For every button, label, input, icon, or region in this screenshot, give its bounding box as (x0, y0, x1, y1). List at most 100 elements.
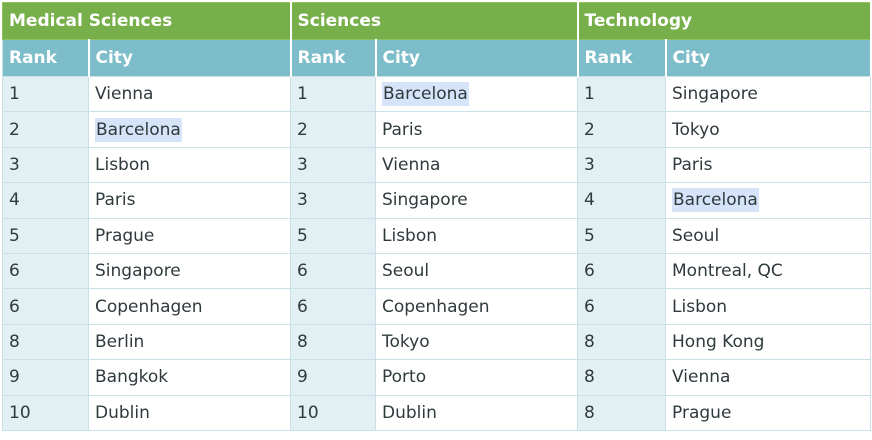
table-row: 10 Dublin 10 Dublin 8 Prague (2, 394, 872, 431)
rank-text: 5 (584, 225, 595, 246)
rank-text: 6 (297, 261, 308, 282)
rank-text: 5 (9, 225, 20, 246)
city-cell: Singapore (665, 75, 872, 113)
table-row: 9 Bangkok 9 Porto 8 Vienna (2, 359, 872, 396)
city-text: Dublin (382, 402, 437, 423)
rank-text: 2 (297, 119, 308, 140)
rank-text: 1 (584, 84, 595, 105)
rank-text: 1 (297, 84, 308, 105)
rank-cell: 5 (2, 217, 89, 254)
rank-text: 10 (297, 402, 319, 423)
city-cell: Lisbon (374, 217, 579, 254)
rank-cell: 6 (2, 288, 89, 325)
rank-cell: 3 (577, 146, 667, 184)
group-header-row: Medical Sciences Sciences Technology (2, 2, 872, 40)
city-text: Copenhagen (95, 296, 203, 317)
city-cell: Seoul (665, 217, 872, 254)
rank-text: 10 (9, 402, 31, 423)
rank-cell: 6 (577, 252, 667, 290)
city-cell: Vienna (665, 359, 872, 396)
column-header: Rank (290, 39, 377, 77)
city-text: Copenhagen (382, 296, 490, 317)
city-text: Paris (672, 154, 713, 175)
city-text: Porto (382, 367, 427, 388)
city-text: Singapore (95, 261, 181, 282)
city-text: Tokyo (382, 331, 430, 352)
table-row: 2 Barcelona 2 Paris 2 Tokyo (2, 111, 872, 148)
city-cell: Hong Kong (665, 323, 872, 361)
rank-text: 4 (9, 190, 20, 211)
rank-cell: 6 (2, 252, 89, 290)
rank-cell: 9 (290, 359, 376, 396)
city-cell: Dublin (88, 394, 291, 431)
city-text: Berlin (95, 331, 145, 352)
city-text: Lisbon (672, 296, 728, 317)
column-header: City (374, 39, 579, 77)
rank-cell: 2 (2, 111, 89, 148)
rank-cell: 10 (2, 394, 89, 431)
rank-cell: 10 (290, 394, 376, 431)
city-text: Singapore (672, 84, 758, 105)
city-text: Paris (382, 119, 423, 140)
rank-cell: 8 (577, 394, 667, 431)
city-text: Paris (95, 190, 136, 211)
rank-text: 9 (297, 367, 308, 388)
rank-cell: 8 (577, 359, 667, 396)
column-header: City (665, 39, 872, 77)
city-text: Lisbon (382, 225, 438, 246)
column-header: City (88, 39, 292, 77)
rank-text: 1 (9, 84, 20, 105)
city-cell: Singapore (374, 182, 579, 219)
city-cell: Copenhagen (374, 288, 579, 325)
city-cell: Montreal, QC (665, 252, 872, 290)
table-row: 5 Prague 5 Lisbon 5 Seoul (2, 217, 872, 254)
rank-text: 3 (584, 154, 595, 175)
city-cell: Paris (665, 146, 872, 184)
rank-cell: 3 (2, 146, 89, 184)
city-text: Prague (672, 402, 732, 423)
column-header: Rank (577, 39, 667, 77)
city-cell: Dublin (374, 394, 579, 431)
city-text: Bangkok (95, 367, 169, 388)
city-cell: Paris (374, 111, 579, 148)
city-cell: Lisbon (88, 146, 291, 184)
city-text: Montreal, QC (672, 261, 783, 282)
rank-text: 8 (584, 402, 595, 423)
rank-text: 8 (584, 331, 595, 352)
city-cell: Berlin (88, 323, 291, 361)
rank-text: 5 (297, 225, 308, 246)
city-cell: Barcelona (665, 182, 872, 219)
city-text: Prague (95, 225, 155, 246)
city-cell: Prague (665, 394, 872, 431)
group-title: Sciences (289, 2, 579, 40)
city-cell: Prague (88, 217, 291, 254)
column-header-row: Rank City Rank City Rank City (2, 39, 872, 77)
rank-text: 9 (9, 367, 20, 388)
city-cell: Seoul (374, 252, 579, 290)
rank-cell: 8 (2, 323, 89, 361)
city-cell: Vienna (88, 75, 291, 113)
rank-text: 3 (297, 154, 308, 175)
table-row: 1 Vienna 1 Barcelona 1 Singapore (2, 75, 872, 113)
city-text: Vienna (672, 367, 731, 388)
table-row: 6 Singapore 6 Seoul 6 Montreal, QC (2, 252, 872, 290)
rank-text: 2 (584, 119, 595, 140)
city-cell: Barcelona (374, 75, 579, 113)
rank-cell: 4 (2, 182, 89, 219)
table-row: 4 Paris 3 Singapore 4 Barcelona (2, 182, 872, 219)
rank-cell: 4 (577, 182, 667, 219)
rank-cell: 5 (577, 217, 667, 254)
column-header: Rank (2, 39, 90, 77)
city-text: Vienna (382, 154, 441, 175)
rank-cell: 5 (290, 217, 376, 254)
city-cell: Paris (88, 182, 291, 219)
city-cell: Porto (374, 359, 579, 396)
rank-text: 6 (9, 296, 20, 317)
city-text: Seoul (672, 225, 720, 246)
table-row: 6 Copenhagen 6 Copenhagen 6 Lisbon (2, 288, 872, 325)
city-text: Dublin (95, 402, 150, 423)
rank-text: 6 (584, 261, 595, 282)
group-title: Technology (577, 2, 872, 40)
rank-cell: 3 (290, 146, 376, 184)
